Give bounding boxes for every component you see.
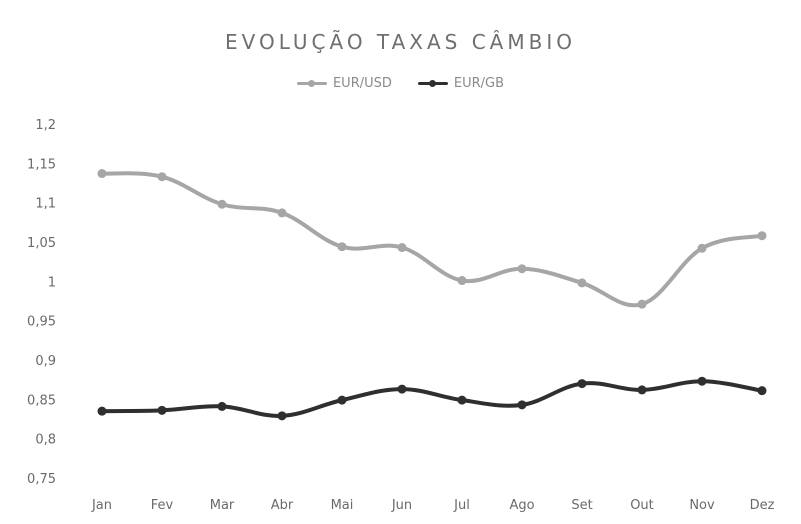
x-tick-label: Ago xyxy=(509,498,534,513)
data-point-eurgb xyxy=(577,379,587,389)
x-tick-label: Jun xyxy=(391,498,412,513)
chart-legend: EUR/USD EUR/GB xyxy=(0,76,801,91)
data-point-eurusd xyxy=(397,243,407,253)
data-point-eurgb xyxy=(697,376,707,386)
data-point-eurgb xyxy=(157,405,167,415)
legend-label-eurusd: EUR/USD xyxy=(332,76,392,91)
series-line-eurusd xyxy=(100,171,764,308)
x-tick-label: Dez xyxy=(750,498,775,513)
x-tick-label: Out xyxy=(630,498,654,513)
series-line-eurgb xyxy=(100,379,764,418)
x-tick-label: Mar xyxy=(210,498,235,513)
data-point-eurgb xyxy=(217,401,227,411)
data-point-eurusd xyxy=(217,199,227,209)
y-tick-label: 1 xyxy=(48,275,56,290)
data-point-eurusd xyxy=(457,276,467,286)
x-tick-label: Mai xyxy=(331,498,354,513)
legend-item-eurusd: EUR/USD xyxy=(296,76,392,91)
data-point-eurgb xyxy=(337,395,347,405)
y-tick-label: 1,15 xyxy=(27,157,56,172)
data-point-eurgb xyxy=(457,395,467,405)
data-point-eurgb xyxy=(517,400,527,410)
data-point-eurgb xyxy=(277,411,287,421)
data-point-eurgb xyxy=(397,384,407,394)
data-point-eurusd xyxy=(337,242,347,252)
x-tick-label: Jan xyxy=(91,498,112,513)
legend-swatch-eurgb xyxy=(417,80,448,87)
data-point-eurusd xyxy=(157,172,167,182)
x-tick-label: Jul xyxy=(453,498,470,513)
x-tick-label: Fev xyxy=(151,498,174,513)
legend-label-eurgb: EUR/GB xyxy=(453,76,505,91)
y-tick-label: 1,05 xyxy=(27,236,56,251)
x-tick-label: Set xyxy=(571,498,592,513)
legend-swatch-eurusd xyxy=(296,80,327,87)
chart-title: EVOLUÇÃO TAXAS CÂMBIO xyxy=(225,30,576,54)
data-point-eurgb xyxy=(757,386,767,396)
y-tick-label: 1,2 xyxy=(35,118,56,133)
y-tick-label: 0,9 xyxy=(35,354,56,369)
data-point-eurusd xyxy=(697,243,707,253)
data-point-eurusd xyxy=(637,299,647,309)
data-point-eurusd xyxy=(757,231,767,241)
data-point-eurgb xyxy=(637,385,647,395)
y-tick-label: 0,8 xyxy=(35,433,56,448)
data-point-eurusd xyxy=(517,264,527,274)
x-tick-label: Abr xyxy=(271,498,294,513)
data-point-eurusd xyxy=(577,278,587,288)
data-point-eurgb xyxy=(97,406,107,416)
data-point-eurusd xyxy=(97,169,107,179)
y-tick-label: 0,75 xyxy=(27,472,56,487)
y-tick-label: 0,95 xyxy=(27,315,56,330)
legend-item-eurgb: EUR/GB xyxy=(417,76,505,91)
y-tick-label: 1,1 xyxy=(35,197,56,212)
data-point-eurusd xyxy=(277,208,287,218)
x-tick-label: Nov xyxy=(689,498,715,513)
y-tick-label: 0,85 xyxy=(27,393,56,408)
